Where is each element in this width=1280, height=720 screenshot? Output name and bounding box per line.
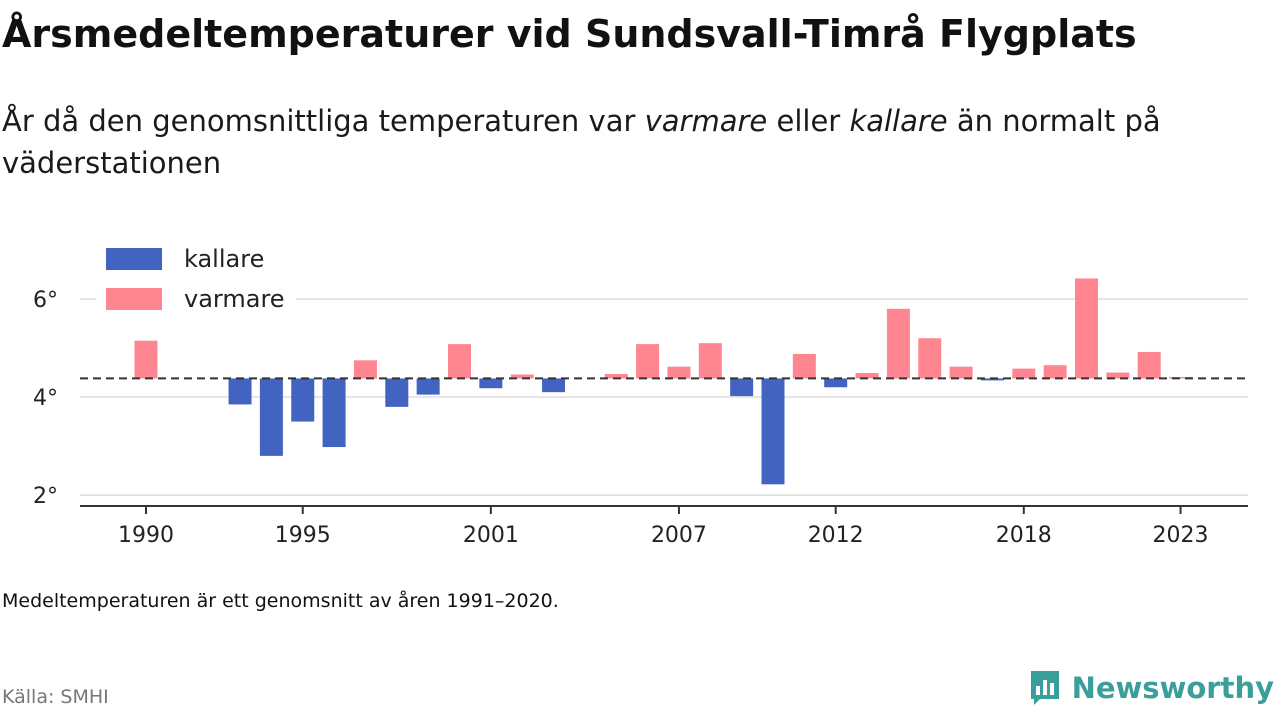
temperature-bar-chart: 2° 4° 6° 1990 1995 2001 2007 2012 2018 2023 kalla… xyxy=(33,236,1248,548)
y-tick-label: 4° xyxy=(33,386,58,411)
bar-1996 xyxy=(322,378,346,448)
subtitle-text-3: än normalt på väderstationen xyxy=(2,104,1161,180)
bar-2012 xyxy=(824,378,848,388)
bar-2021 xyxy=(1106,372,1130,379)
chart-title: Årsmedeltemperaturer vid Sundsvall-Timrå… xyxy=(2,12,1137,56)
chart-subtitle: År då den genomsnittliga temperaturen va… xyxy=(2,100,1262,184)
subtitle-colder: kallare xyxy=(849,104,948,138)
brand-name: Newsworthy xyxy=(1071,671,1274,705)
subtitle-warmer: varmare xyxy=(644,104,768,138)
bar-2022 xyxy=(1137,351,1161,379)
bar-2005 xyxy=(604,374,628,379)
bar-1993 xyxy=(228,378,252,405)
bar-2002 xyxy=(510,374,534,379)
bar-2007 xyxy=(667,366,691,379)
bar-2010 xyxy=(761,378,785,485)
bar-2006 xyxy=(636,344,660,379)
subtitle-text-2: eller xyxy=(767,104,850,138)
bar-2001 xyxy=(479,378,503,389)
bars xyxy=(80,278,1248,485)
x-tick-label: 2001 xyxy=(463,523,519,548)
x-tick-label: 1995 xyxy=(275,523,331,548)
bar-1995 xyxy=(291,378,315,422)
bar-2014 xyxy=(886,308,910,379)
bar-2008 xyxy=(698,343,722,379)
legend-label-kallare: kallare xyxy=(184,245,264,273)
bar-2020 xyxy=(1075,278,1098,379)
subtitle-text-1: År då den genomsnittliga temperaturen va… xyxy=(2,104,645,138)
y-tick-label: 2° xyxy=(33,484,58,509)
axes: 2° 4° 6° 1990 1995 2001 2007 2012 2018 2023 xyxy=(33,288,1248,548)
footnote: Medeltemperaturen är ett genomsnitt av å… xyxy=(2,590,559,612)
legend: kallare varmare xyxy=(96,236,296,320)
source-label: Källa: SMHI xyxy=(2,686,109,708)
bar-1999 xyxy=(416,378,440,395)
bar-2013 xyxy=(855,373,879,379)
legend-swatch-kallare xyxy=(106,248,162,270)
bar-1998 xyxy=(385,378,409,407)
bar-2018 xyxy=(1012,368,1036,379)
x-tick-label: 2023 xyxy=(1153,523,1209,548)
bar-2009 xyxy=(730,378,754,397)
bar-2019 xyxy=(1043,365,1067,379)
bar-2015 xyxy=(918,338,942,379)
x-tick-label: 1990 xyxy=(118,523,174,548)
gridlines xyxy=(80,298,1248,496)
bar-2000 xyxy=(448,344,471,379)
brand-logo: Newsworthy xyxy=(1028,668,1274,708)
bar-1990 xyxy=(134,340,158,379)
bar-1994 xyxy=(259,378,283,456)
x-tick-label: 2018 xyxy=(996,523,1052,548)
bar-1997 xyxy=(353,360,377,379)
bar-2023 xyxy=(1169,376,1193,379)
newsworthy-logo-icon xyxy=(1030,671,1059,705)
legend-label-varmare: varmare xyxy=(184,285,285,313)
bar-2011 xyxy=(792,353,816,379)
y-tick-label: 6° xyxy=(33,288,58,313)
bar-2016 xyxy=(949,366,973,379)
bar-2003 xyxy=(542,378,566,393)
x-tick-label: 2007 xyxy=(651,523,707,548)
legend-swatch-varmare xyxy=(106,288,162,310)
x-tick-label: 2012 xyxy=(808,523,864,548)
